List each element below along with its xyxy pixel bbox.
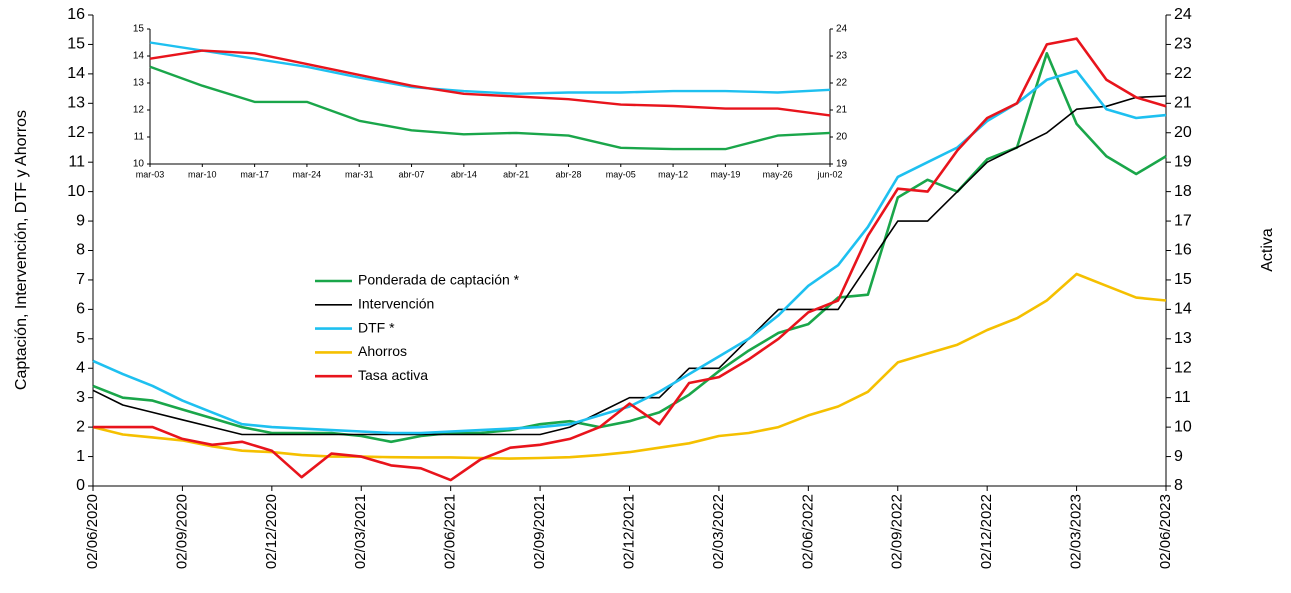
y2-tick-label: 21: [836, 105, 848, 116]
legend-label: Ponderada de captación *: [358, 272, 520, 288]
y-tick-label: 11: [68, 153, 85, 170]
x-tick-label: abr-14: [451, 169, 477, 179]
y-tick-label: 6: [76, 301, 85, 318]
x-tick-label: mar-17: [240, 169, 269, 179]
x-tick-label: 02/12/2022: [978, 494, 995, 569]
y2-tick-label: 17: [1174, 212, 1192, 229]
y2-tick-label: 13: [1174, 330, 1192, 347]
x-tick-label: may-26: [763, 169, 793, 179]
y2-tick-label: 19: [1174, 153, 1192, 170]
y2-tick-label: 15: [1174, 271, 1192, 288]
x-tick-label: 02/06/2020: [84, 494, 101, 569]
y2-tick-label: 20: [1174, 124, 1192, 141]
y2-tick-label: 24: [836, 24, 848, 35]
series-line: [149, 49, 831, 117]
y2-tick-label: 18: [1174, 183, 1192, 200]
x-tick-label: mar-24: [293, 169, 322, 179]
x-tick-label: abr-21: [503, 169, 529, 179]
series-line: [149, 65, 831, 151]
x-tick-label: may-05: [606, 169, 636, 179]
y-tick-label: 7: [76, 271, 85, 288]
x-tick-label: mar-31: [345, 169, 374, 179]
x-tick-label: 02/09/2020: [173, 494, 190, 569]
y-tick-label: 12: [67, 124, 85, 141]
y2-tick-label: 11: [1174, 389, 1191, 406]
legend-label: Tasa activa: [358, 367, 428, 383]
series-line: [92, 52, 1167, 444]
x-tick-label: 02/03/2023: [1068, 494, 1085, 569]
y-tick-label: 1: [76, 448, 85, 465]
series-line: [149, 41, 831, 95]
y2-tick-label: 23: [836, 51, 848, 62]
y2-tick-label: 21: [1174, 95, 1192, 112]
y2-tick-label: 8: [1174, 477, 1183, 494]
y2-axis-label: Activa: [1259, 228, 1276, 272]
y-tick-label: 9: [76, 212, 85, 229]
x-tick-label: 02/06/2022: [799, 494, 816, 569]
y2-tick-label: 22: [836, 78, 848, 89]
y2-tick-label: 19: [836, 159, 848, 170]
y-tick-label: 11: [134, 132, 145, 143]
x-tick-label: 02/12/2020: [263, 494, 280, 569]
y-tick-label: 12: [133, 105, 145, 116]
x-tick-label: 02/06/2023: [1157, 494, 1174, 569]
legend-label: DTF *: [358, 319, 395, 335]
y-tick-label: 10: [133, 159, 145, 170]
y-tick-label: 14: [133, 51, 145, 62]
x-tick-label: 02/03/2022: [710, 494, 727, 569]
series-line: [92, 272, 1167, 460]
y2-tick-label: 20: [836, 132, 848, 143]
y-tick-label: 16: [67, 6, 85, 23]
series-line: [92, 95, 1167, 436]
x-tick-label: 02/06/2021: [442, 494, 459, 569]
x-tick-label: 02/09/2021: [531, 494, 548, 569]
y-tick-label: 13: [133, 78, 145, 89]
x-tick-label: mar-03: [136, 169, 165, 179]
y2-tick-label: 16: [1174, 242, 1192, 259]
y-tick-label: 13: [67, 95, 85, 112]
y-tick-label: 8: [76, 242, 85, 259]
y-tick-label: 0: [76, 477, 85, 494]
x-tick-label: mar-10: [188, 169, 217, 179]
y2-tick-label: 9: [1174, 448, 1183, 465]
series-line: [93, 37, 1167, 482]
y-tick-label: 15: [67, 36, 85, 53]
y-tick-label: 2: [76, 418, 85, 435]
y2-tick-label: 14: [1174, 301, 1192, 318]
x-tick-label: 02/12/2021: [620, 494, 637, 569]
y2-tick-label: 24: [1174, 6, 1192, 23]
y-tick-label: 4: [76, 359, 85, 376]
y-tick-label: 14: [67, 65, 85, 82]
x-tick-label: may-12: [658, 169, 688, 179]
legend-label: Ahorros: [358, 343, 407, 359]
legend-label: Intervención: [358, 296, 434, 312]
x-tick-label: may-19: [710, 169, 740, 179]
x-tick-label: jun-02: [816, 169, 842, 179]
series-line: [92, 69, 1167, 435]
y2-tick-label: 12: [1174, 359, 1192, 376]
y-axis-label: Captación, Intervención, DTF y Ahorros: [13, 110, 30, 390]
y-tick-label: 5: [76, 330, 85, 347]
x-tick-label: 02/09/2022: [889, 494, 906, 569]
y-tick-label: 15: [133, 24, 145, 35]
y2-tick-label: 22: [1174, 65, 1192, 82]
y-tick-label: 3: [76, 389, 85, 406]
y2-tick-label: 10: [1174, 418, 1192, 435]
x-tick-label: abr-07: [399, 169, 425, 179]
x-tick-label: abr-28: [555, 169, 581, 179]
x-tick-label: 02/03/2021: [352, 494, 369, 569]
y-tick-label: 10: [67, 183, 85, 200]
y2-tick-label: 23: [1174, 36, 1192, 53]
